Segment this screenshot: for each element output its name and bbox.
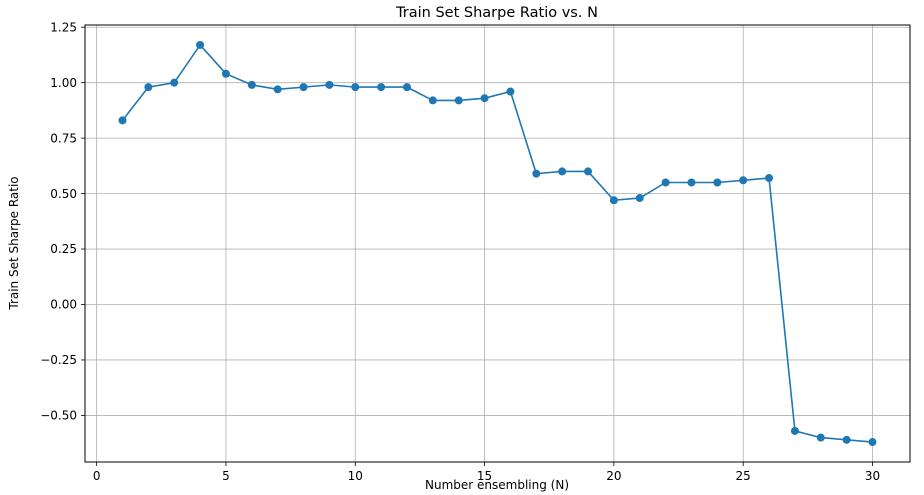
x-tick-label: 25 bbox=[736, 469, 751, 483]
x-tick-label: 10 bbox=[348, 469, 363, 483]
x-tick-label: 30 bbox=[865, 469, 880, 483]
y-tick-label: −0.25 bbox=[40, 353, 77, 367]
data-point bbox=[713, 178, 722, 187]
data-point bbox=[480, 94, 489, 103]
data-point bbox=[170, 78, 179, 87]
data-point bbox=[842, 435, 851, 444]
data-point bbox=[816, 433, 825, 442]
x-axis-label: Number ensembling (N) bbox=[425, 478, 569, 492]
data-point bbox=[221, 69, 230, 78]
data-point bbox=[635, 194, 644, 203]
y-tick-label: 1.25 bbox=[50, 20, 77, 34]
data-point bbox=[558, 167, 567, 176]
y-tick-label: 0.75 bbox=[50, 131, 77, 145]
data-series bbox=[118, 40, 877, 447]
data-point bbox=[273, 85, 282, 94]
data-point bbox=[118, 116, 127, 125]
data-point bbox=[144, 83, 153, 92]
data-point bbox=[739, 176, 748, 185]
x-tick-label: 20 bbox=[606, 469, 621, 483]
data-point bbox=[299, 83, 308, 92]
y-tick-label: 1.00 bbox=[50, 76, 77, 90]
tick-layer: 0 5 10 15 20 25 30 −0.50 −0.25 0.00 0.25 0.50 0.75 1.… bbox=[40, 20, 880, 483]
plot-area bbox=[85, 25, 910, 462]
y-axis-label: Train Set Sharpe Ratio bbox=[7, 176, 21, 310]
data-point bbox=[428, 96, 437, 105]
data-point bbox=[868, 438, 877, 447]
data-point bbox=[351, 83, 360, 92]
x-tick-label: 0 bbox=[93, 469, 101, 483]
data-point bbox=[325, 80, 334, 89]
data-point bbox=[609, 196, 618, 205]
data-point bbox=[532, 169, 541, 178]
data-point bbox=[584, 167, 593, 176]
axes-spines bbox=[84, 24, 911, 463]
x-tick-label: 5 bbox=[222, 469, 230, 483]
data-point bbox=[402, 83, 411, 92]
y-tick-label: −0.50 bbox=[40, 409, 77, 423]
data-point bbox=[506, 87, 515, 96]
data-point bbox=[454, 96, 463, 105]
data-point bbox=[765, 174, 774, 183]
y-tick-label: 0.50 bbox=[50, 187, 77, 201]
data-point bbox=[196, 40, 205, 49]
data-point bbox=[661, 178, 670, 187]
chart-title: Train Set Sharpe Ratio vs. N bbox=[395, 5, 598, 21]
data-point bbox=[687, 178, 696, 187]
data-point bbox=[247, 80, 256, 89]
series-line bbox=[121, 44, 874, 443]
x-tick-label: 15 bbox=[477, 469, 492, 483]
y-tick-label: 0.25 bbox=[50, 242, 77, 256]
y-tick-label: 0.00 bbox=[50, 298, 77, 312]
data-point bbox=[377, 83, 386, 92]
data-point bbox=[790, 426, 799, 435]
grid-layer bbox=[85, 25, 910, 462]
